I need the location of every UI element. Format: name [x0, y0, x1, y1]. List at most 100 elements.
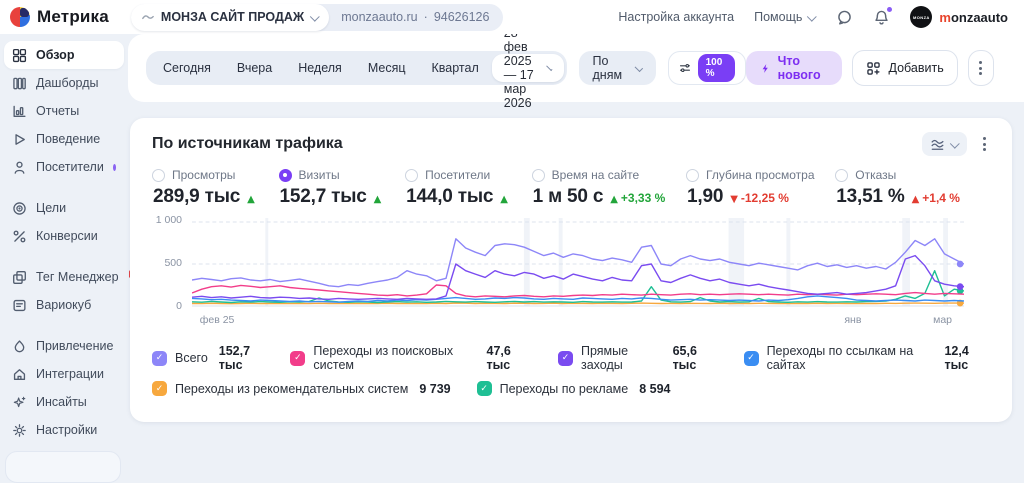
counter-info[interactable]: monzaauto.ru · 94626126	[329, 10, 503, 24]
metric-tab[interactable]: Отказы 13,51 % ▲ +1,4 %	[835, 168, 960, 208]
sidebar-item[interactable]: Цели	[4, 194, 124, 222]
chat-button[interactable]	[836, 9, 853, 26]
sidebar-item[interactable]: Интеграции	[4, 360, 124, 388]
sidebar-item[interactable]: Привлечение	[4, 332, 124, 360]
account-settings-link[interactable]: Настройка аккаунта	[618, 10, 734, 24]
traffic-sources-card: По источникам трафика Просмотры 289,9 ты…	[130, 118, 1012, 422]
add-label: Добавить	[888, 61, 943, 75]
notifications-button[interactable]	[873, 9, 890, 26]
legend-item[interactable]: ✓ Прямые заходы 65,6 тыс	[558, 344, 718, 372]
integrations-icon	[12, 367, 27, 382]
sidebar-item[interactable]: Поведение	[4, 125, 124, 153]
chevron-down-icon	[807, 11, 817, 21]
metric-delta: ▲ +1,4 %	[912, 191, 960, 205]
sidebar-bottom-card[interactable]	[5, 451, 121, 483]
sidebar-item[interactable]: Дашборды	[4, 69, 124, 97]
metric-tab[interactable]: Просмотры 289,9 тыс ▲	[152, 168, 258, 208]
period-button[interactable]: Неделя	[285, 51, 355, 85]
sidebar-item-label: Обзор	[36, 48, 74, 62]
chat-icon	[836, 9, 853, 26]
traffic-chart[interactable]: 1 0005000 фев 25янвмар	[152, 218, 990, 330]
group-by-select[interactable]: По дням	[579, 51, 656, 85]
brand-name: Метрика	[37, 7, 109, 27]
legend-item[interactable]: ✓ Переходы по рекламе 8 594	[477, 381, 671, 396]
legend-item[interactable]: ✓ Переходы из поисковых систем 47,6 тыс	[290, 344, 532, 372]
checkbox-icon: ✓	[558, 351, 573, 366]
x-axis-tick: мар	[933, 314, 952, 326]
counter-id: 94626126	[434, 10, 490, 24]
legend-label: Переходы по ссылкам на сайтах	[767, 344, 934, 372]
counter-name: МОНЗА САЙТ ПРОДАЖ	[161, 10, 304, 24]
checkbox-icon: ✓	[477, 381, 492, 396]
date-range-picker[interactable]: 28 фев 2025 — 17 мар 2026	[492, 54, 564, 82]
chart-type-select[interactable]	[922, 132, 967, 156]
sidebar-item[interactable]: Посетители	[4, 153, 124, 181]
sidebar-item[interactable]: Настройки	[4, 416, 124, 444]
checkbox-icon: ✓	[744, 351, 759, 366]
lightning-icon	[760, 61, 771, 76]
insights-icon	[12, 395, 27, 410]
sampling-control[interactable]: 100 %	[668, 51, 746, 85]
radio-icon	[405, 169, 418, 182]
sidebar-item-label: Цели	[36, 201, 66, 215]
metric-tab[interactable]: Посетители 144,0 тыс ▲	[405, 168, 511, 208]
sidebar-item[interactable]: Тег Менеджер β	[4, 263, 124, 291]
metric-label: Отказы	[855, 168, 896, 182]
user-menu[interactable]: MONZA monzaauto	[910, 6, 1008, 28]
metric-value: 152,7 тыс	[280, 186, 367, 208]
card-more-button[interactable]	[979, 133, 990, 155]
sidebar-item-label: Поведение	[36, 132, 100, 146]
trend-arrow-icon: ▲	[247, 194, 255, 205]
acquisition-icon	[12, 339, 27, 354]
trend-arrow-icon: ▲	[912, 194, 920, 205]
metric-tab[interactable]: Глубина просмотра 1,90 ▼ -12,25 %	[686, 168, 815, 208]
toolbar-more-button[interactable]	[968, 50, 994, 86]
variocube-icon	[12, 298, 27, 313]
sidebar-item-label: Вариокуб	[36, 298, 91, 312]
legend-item[interactable]: ✓ Переходы по ссылкам на сайтах 12,4 тыс	[744, 344, 990, 372]
period-button[interactable]: Месяц	[355, 51, 419, 85]
period-selector: СегодняВчераНеделяМесяцКвартал 28 фев 20…	[146, 51, 567, 85]
sidebar-item[interactable]: Конверсии	[4, 222, 124, 250]
overview-grid-icon	[12, 48, 27, 63]
radio-icon	[279, 169, 292, 182]
period-button[interactable]: Сегодня	[150, 51, 224, 85]
avatar: MONZA	[910, 6, 932, 28]
plot-area[interactable]	[192, 218, 964, 310]
counter-logo-icon	[141, 10, 155, 24]
sidebar-item[interactable]: Обзор	[4, 41, 124, 69]
goals-icon	[12, 201, 27, 216]
whats-new-button[interactable]: Что нового	[746, 51, 843, 85]
period-button[interactable]: Вчера	[224, 51, 285, 85]
sidebar-item[interactable]: Отчеты	[4, 97, 124, 125]
metric-label: Визиты	[299, 168, 340, 182]
chevron-down-icon	[634, 63, 643, 72]
metric-tab[interactable]: Визиты 152,7 тыс ▲	[279, 168, 385, 208]
trend-arrow-icon: ▲	[610, 194, 618, 205]
traffic-chart-svg	[192, 218, 964, 310]
chevron-down-icon	[950, 138, 960, 148]
sidebar-item[interactable]: Инсайты	[4, 388, 124, 416]
counter-domain: monzaauto.ru	[341, 10, 417, 24]
sidebar-item[interactable]: Вариокуб	[4, 291, 124, 319]
user-name: monzaauto	[939, 10, 1008, 25]
radio-icon	[532, 169, 545, 182]
help-menu[interactable]: Помощь	[754, 10, 816, 24]
legend-label: Переходы по рекламе	[500, 382, 629, 396]
sidebar-item-label: Привлечение	[36, 339, 113, 353]
add-button[interactable]: Добавить	[852, 50, 957, 86]
x-axis: фев 25янвмар	[192, 312, 964, 328]
legend-value: 12,4 тыс	[944, 344, 990, 372]
sidebar-item-label: Интеграции	[36, 367, 104, 381]
legend-item[interactable]: ✓ Переходы из рекомендательных систем 9 …	[152, 381, 451, 396]
legend-item[interactable]: ✓ Всего 152,7 тыс	[152, 344, 264, 372]
legend-label: Переходы из рекомендательных систем	[175, 382, 408, 396]
counter-select[interactable]: МОНЗА САЙТ ПРОДАЖ	[131, 4, 329, 31]
metrica-logo[interactable]: Метрика	[10, 7, 109, 27]
metric-value: 13,51 %	[836, 186, 904, 208]
period-button[interactable]: Квартал	[419, 51, 492, 85]
legend-value: 8 594	[639, 382, 670, 396]
legend-value: 9 739	[419, 382, 450, 396]
checkbox-icon: ✓	[290, 351, 305, 366]
metric-tab[interactable]: Время на сайте 1 м 50 с ▲ +3,33 %	[532, 168, 666, 208]
